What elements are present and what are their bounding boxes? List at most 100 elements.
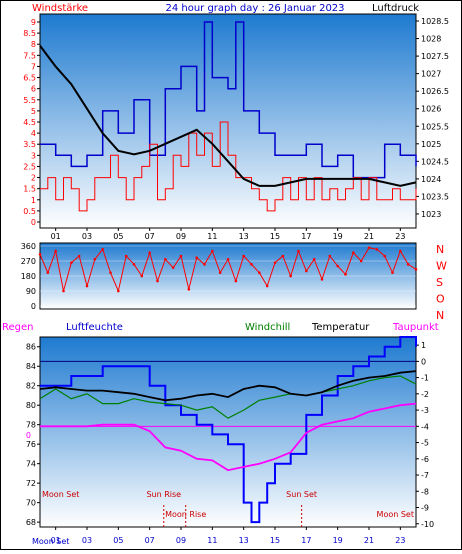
humidity-y-label-7: 82 [26,382,36,391]
climate-x-label-10: 21 [364,536,374,545]
direction-point-48 [414,268,418,271]
direction-point-25 [234,279,238,283]
wind-x-label-8: 17 [301,232,311,241]
compass-label-3: O [436,293,445,306]
wind-y-label-7: 3.5 [23,140,36,149]
direction-point-36 [320,278,324,281]
pressure-y-label-8: 1027 [421,70,441,79]
climate-x-label-1: 03 [82,536,92,545]
event-label-0: Moon Set [42,490,79,499]
climate-plot [39,336,417,524]
climate-x-label-8: 17 [301,536,311,545]
legend-dewpoint: Taupunkt [392,322,439,333]
direction-point-45 [391,271,394,274]
direction-point-23 [218,271,222,274]
direction-y-label-0: 0 [31,302,36,311]
legend-temperature: Temperatur [311,322,370,333]
wind-y-label-6: 3 [31,151,36,160]
climate-x-label-6: 13 [239,536,249,545]
direction-point-4 [70,261,73,264]
direction-point-8 [101,248,104,251]
wind-x-label-6: 13 [239,232,249,241]
wind-y-label-14: 7 [31,62,36,71]
climate-x-label-5: 11 [207,536,217,545]
legend-windchill: Windchill [245,322,290,333]
wind-y-label-17: 8.5 [23,29,36,38]
wind-x-label-7: 15 [270,232,280,241]
wind-x-label-0: 01 [51,232,61,241]
direction-point-37 [328,254,332,258]
climate-x-label-4: 09 [176,536,186,545]
temp-y-label-2: -1 [421,374,429,383]
legend-humidity: Luftfeuchte [66,322,123,333]
pressure-y-label-1: 1023.5 [421,192,449,201]
direction-point-39 [344,273,347,276]
event-label-3: Sun Set [286,490,317,499]
direction-point-12 [132,263,136,266]
wind-y-label-16: 8 [31,40,36,49]
temp-y-label-3: -2 [421,390,429,399]
wind-y-label-18: 9 [31,18,36,27]
direction-point-35 [312,258,316,261]
direction-point-7 [93,258,97,261]
direction-point-32 [289,274,292,278]
climate-x-label-2: 05 [113,536,123,545]
pressure-y-label-10: 1028 [421,35,441,44]
event-label-1: Sun Rise [146,490,181,499]
climate-axes: 68 70 72 74 76 78 80 82 84 86 1 0 -1 -2 -3 -4 -5 -6 -7 -8 -9… [26,341,434,545]
direction-point-1 [46,271,50,274]
direction-point-29 [265,284,269,288]
direction-point-30 [273,261,277,264]
wind-x-label-3: 07 [145,232,155,241]
direction-y-label-4: 360 [21,242,36,251]
wind-y-label-15: 7.5 [23,51,36,60]
direction-plot [38,246,418,293]
pressure-y-label-11: 1028.5 [421,17,449,26]
direction-point-34 [305,269,308,273]
wind-y-label-2: 1 [31,196,36,205]
humidity-y-label-5: 78 [26,421,36,430]
humidity-series [40,336,417,524]
wind-y-label-11: 5.5 [23,96,36,105]
direction-point-28 [258,271,261,274]
direction-y-label-3: 270 [21,257,36,266]
wind-x-label-2: 05 [113,232,123,241]
direction-point-10 [117,289,120,293]
temp-y-label-10: -9 [421,504,429,513]
direction-y-label-2: 180 [21,272,36,281]
wind-panel [39,13,417,229]
humidity-y-label-2: 72 [26,479,36,488]
humidity-y-label-9: 86 [26,343,36,352]
climate-x-label-7: 15 [270,536,280,545]
direction-point-22 [211,249,214,253]
climate-x-label-11: 23 [395,536,405,545]
temperature-series [39,370,417,402]
wind-x-label-9: 19 [333,232,343,241]
pressure-y-label-4: 1025 [421,140,441,149]
temp-y-label-1: 0 [421,357,426,366]
pressure-y-label-5: 1025.5 [421,122,449,131]
compass-label-2: S [436,276,443,289]
pressure-series [39,45,417,187]
temp-y-label-9: -8 [421,487,429,496]
direction-y-label-1: 90 [26,287,36,296]
wind-y-label-9: 4.5 [23,118,36,127]
x-tick-moon-set: Moon Set [32,537,69,546]
compass-label-4: N [436,309,444,322]
wind-y-label-1: 0.5 [23,207,36,216]
direction-point-15 [156,279,159,283]
wind-plot [39,21,417,212]
compass-label-0: N [436,243,444,256]
wind-y-label-4: 2 [31,174,36,183]
direction-point-13 [140,274,144,278]
climate-x-label-9: 19 [333,536,343,545]
direction-point-0 [38,253,42,256]
wind-y-label-13: 6.5 [23,74,36,83]
direction-point-2 [54,249,57,253]
direction-point-17 [171,266,175,269]
event-label-2: Moon Rise [165,510,206,519]
pressure-y-label-3: 1024.5 [421,157,449,166]
pressure-y-label-7: 1026.5 [421,87,449,96]
temp-y-label-8: -7 [421,471,429,480]
